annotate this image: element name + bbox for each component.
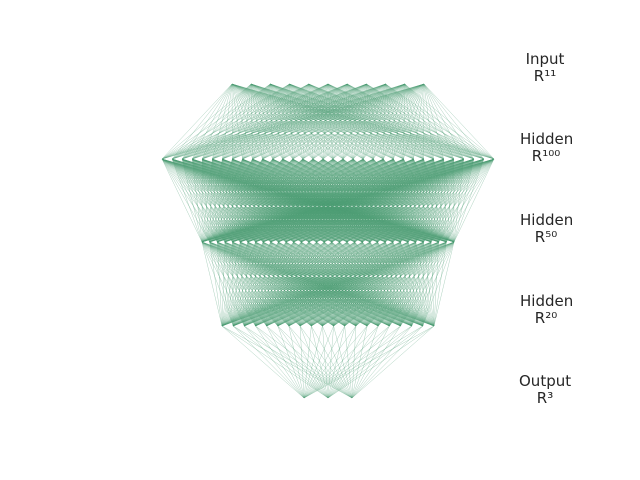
layer-label-hidden-1: Hidden R¹⁰⁰ xyxy=(520,130,574,165)
layer-label-hidden-2: Hidden R⁵⁰ xyxy=(520,211,574,246)
edges-layer-3-to-4 xyxy=(221,325,435,399)
layer-dimension: R¹¹ xyxy=(533,67,557,85)
layer-name: Output xyxy=(519,372,572,390)
edges-layer-0-to-1 xyxy=(161,83,495,160)
layer-label-hidden-3: Hidden R²⁰ xyxy=(520,292,574,327)
edges-layer-1-to-2 xyxy=(161,158,495,243)
connection-edges xyxy=(161,83,495,399)
edges-layer-2-to-3 xyxy=(201,241,455,327)
layer-name: Hidden xyxy=(520,130,574,148)
layer-dimension: R¹⁰⁰ xyxy=(531,147,561,165)
layer-label-output: Output R³ xyxy=(519,373,571,407)
layer-dimension: R⁵⁰ xyxy=(534,228,558,246)
layer-label-input: Input R¹¹ xyxy=(520,51,570,85)
layer-dimension: R²⁰ xyxy=(534,309,558,327)
layer-name: Hidden xyxy=(520,211,574,229)
layer-name: Input xyxy=(525,50,565,68)
layer-dimension: R³ xyxy=(536,389,554,407)
layer-name: Hidden xyxy=(520,292,574,310)
